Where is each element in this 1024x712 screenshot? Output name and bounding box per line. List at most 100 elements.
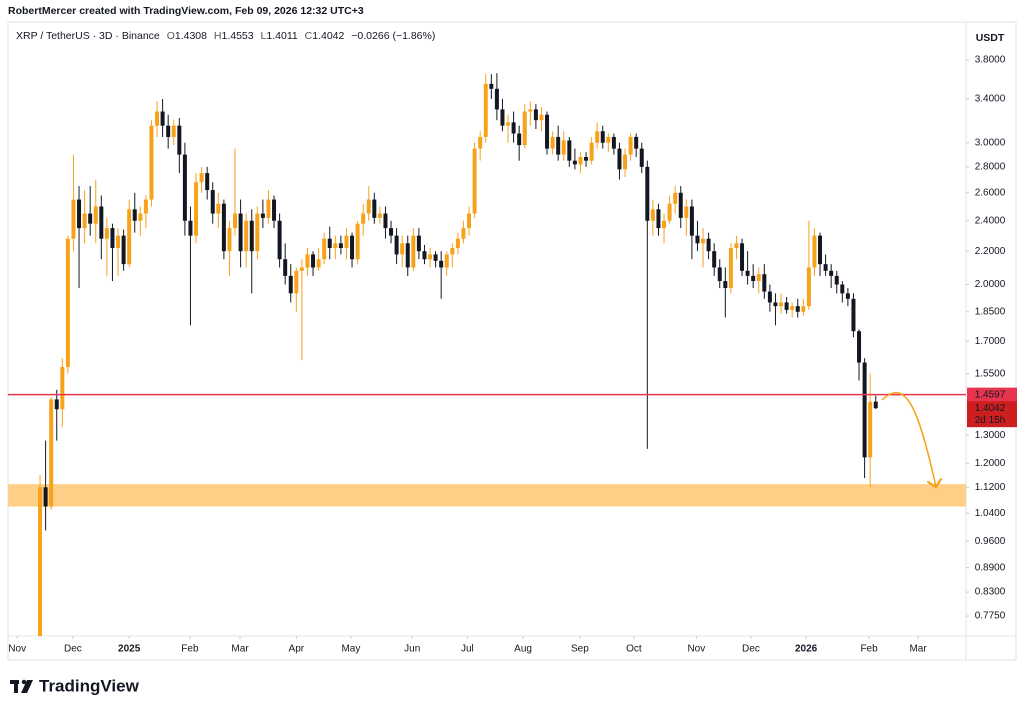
plot — [8, 73, 966, 636]
candle-body — [260, 213, 265, 218]
candle-body — [461, 228, 466, 239]
candle-body — [266, 199, 271, 218]
x-tick-label: 2026 — [795, 644, 818, 655]
candle-body — [740, 243, 745, 271]
candle-body — [862, 362, 867, 458]
candle-body — [188, 220, 193, 236]
y-tick-label: 2.4000 — [975, 215, 1006, 226]
candle-body — [617, 148, 622, 170]
y-tick-label: 1.3000 — [975, 430, 1006, 441]
candle-body — [667, 203, 672, 221]
candle-body — [645, 166, 650, 221]
x-tick-label: Dec — [64, 644, 82, 655]
candle-body — [316, 259, 321, 268]
y-tick-label: 2.0000 — [975, 279, 1006, 290]
candle-body — [550, 136, 555, 149]
candle-body — [350, 235, 355, 260]
candle-body — [483, 83, 488, 137]
candle-body — [873, 401, 878, 409]
x-tick-label: Dec — [742, 644, 760, 655]
candle-body — [283, 259, 288, 276]
candle-body — [127, 209, 132, 265]
candle-body — [221, 203, 226, 252]
candle-body — [82, 213, 87, 229]
candle-body — [244, 220, 249, 252]
candle-body — [166, 125, 171, 137]
candle-body — [88, 213, 93, 224]
candle-body — [745, 270, 750, 276]
candle-body — [372, 199, 377, 218]
x-tick-label: Feb — [181, 644, 199, 655]
candle-body — [506, 122, 511, 126]
candle-body — [567, 140, 572, 161]
candle-body — [249, 220, 254, 252]
change: −0.0266 (−1.86%) — [351, 30, 435, 42]
last-price-label: 1.4042 — [975, 403, 1006, 414]
x-tick-label: Oct — [626, 644, 642, 655]
candle-body — [194, 182, 199, 236]
candle-body — [327, 238, 332, 249]
candle-body — [545, 114, 550, 149]
y-tick-label: 0.8900 — [975, 562, 1006, 573]
candle-body — [277, 220, 282, 260]
attribution: RobertMercer created with TradingView.co… — [8, 5, 364, 17]
candle-body — [528, 109, 533, 112]
candle-body — [377, 213, 382, 218]
open-value: 1.4308 — [175, 30, 207, 42]
candle-body — [728, 248, 733, 289]
candle-body — [233, 213, 238, 229]
y-tick-label: 1.8500 — [975, 306, 1006, 317]
candle-body — [383, 213, 388, 229]
candle-body — [182, 154, 187, 221]
y-tick-label: 2.6000 — [975, 187, 1006, 198]
logo-icon — [14, 680, 18, 693]
candle-body — [444, 254, 449, 268]
candle-body — [439, 260, 444, 268]
logo-text: TradingView — [39, 676, 140, 695]
candle-body — [600, 131, 605, 143]
candle-body — [829, 270, 834, 276]
x-tick-label: Nov — [687, 644, 705, 655]
y-tick-label: 2.2000 — [975, 246, 1006, 257]
price-line-label-box — [967, 387, 1017, 402]
candle-body — [494, 88, 499, 110]
candle-body — [54, 399, 59, 410]
candle-body — [205, 173, 210, 191]
projection-arrow — [881, 391, 936, 487]
candle-body — [572, 160, 577, 165]
last-price-box — [967, 401, 1017, 428]
candle-body — [773, 302, 778, 307]
open-label: O — [167, 30, 175, 42]
candle-body — [299, 267, 304, 271]
candle-body — [762, 274, 767, 292]
candle-body — [706, 238, 711, 252]
y-tick-label: 3.0000 — [975, 137, 1006, 148]
candle-body — [355, 223, 360, 260]
candle-body — [322, 238, 327, 260]
candle-body — [801, 306, 806, 312]
low-label: L — [261, 30, 267, 42]
candle-body — [38, 487, 43, 636]
candle-body — [517, 133, 522, 146]
candle-body — [366, 199, 371, 214]
candle-body — [288, 275, 293, 294]
candle-body — [199, 173, 204, 183]
candle-body — [143, 199, 148, 214]
candle-body — [650, 209, 655, 221]
candle-body — [104, 228, 109, 239]
candle-body — [467, 213, 472, 229]
candle-body — [400, 243, 405, 255]
chart-frame — [7, 21, 1017, 661]
candle-body — [623, 154, 628, 170]
candle-body — [478, 136, 483, 149]
candle-body — [611, 136, 616, 149]
candle-body — [344, 235, 349, 249]
logo: TradingView — [10, 676, 140, 695]
candle-body — [561, 140, 566, 155]
candle-body — [751, 275, 756, 282]
candle-body — [116, 235, 121, 249]
candle-body — [812, 235, 817, 268]
candle-body — [311, 254, 316, 268]
x-tick-label: Feb — [860, 644, 878, 655]
